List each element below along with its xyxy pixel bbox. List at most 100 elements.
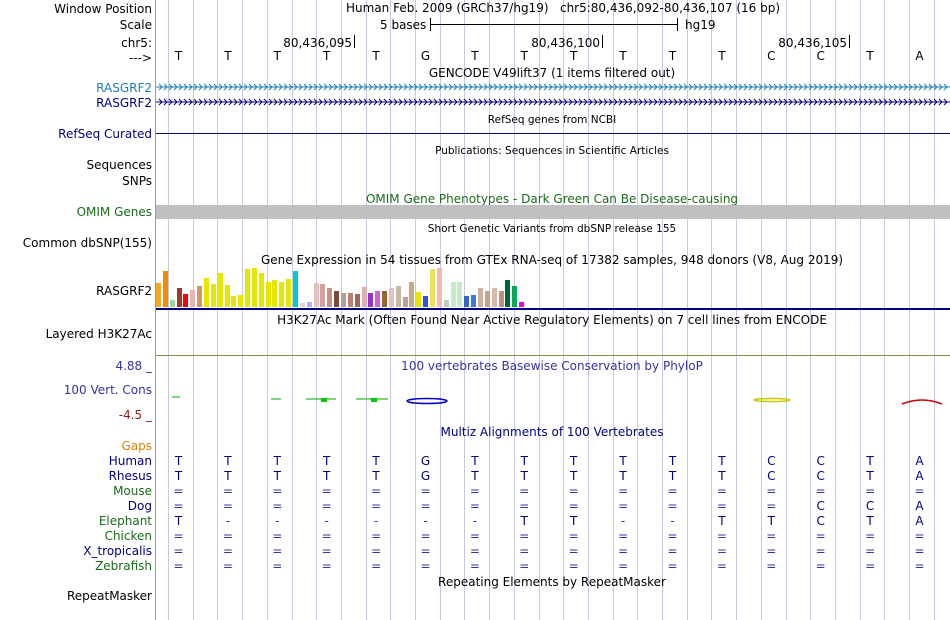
- gtex-bar[interactable]: [430, 269, 435, 307]
- phylop-mark-8: [753, 397, 791, 403]
- gtex-bar[interactable]: [361, 286, 367, 307]
- omim-label[interactable]: OMIM Genes: [76, 205, 152, 219]
- gtex-bar[interactable]: [251, 268, 257, 307]
- dbsnp-track-title[interactable]: Short Genetic Variants from dbSNP releas…: [427, 223, 677, 235]
- gtex-bar[interactable]: [190, 290, 196, 307]
- h3k27ac-track-title[interactable]: H3K27Ac Mark (Often Found Near Active Re…: [277, 313, 827, 327]
- gtex-bar[interactable]: [340, 292, 346, 307]
- phylop-signal[interactable]: [156, 392, 950, 408]
- gtex-bar[interactable]: [169, 299, 175, 307]
- gtex-bar[interactable]: [477, 288, 483, 307]
- gtex-bar[interactable]: [464, 296, 470, 307]
- gtex-bar[interactable]: [279, 281, 285, 307]
- gtex-bar[interactable]: [505, 279, 511, 307]
- gtex-bar[interactable]: [457, 281, 463, 307]
- gencode-item-2-label[interactable]: RASGRF2: [96, 96, 152, 110]
- gtex-bar[interactable]: [443, 299, 449, 307]
- multiz-species-label[interactable]: Chicken: [104, 529, 152, 543]
- gtex-bar[interactable]: [402, 297, 408, 307]
- gtex-bar[interactable]: [210, 283, 216, 307]
- grid-line: [686, 0, 688, 620]
- gtex-bar[interactable]: [224, 285, 230, 307]
- gtex-bar[interactable]: [320, 283, 326, 307]
- gtex-bar[interactable]: [382, 291, 388, 307]
- gaps-label[interactable]: Gaps: [121, 439, 152, 453]
- gtex-bar-chart[interactable]: [156, 268, 556, 307]
- gtex-bar[interactable]: [293, 270, 298, 307]
- gtex-bar[interactable]: [265, 281, 271, 307]
- multiz-base: =: [618, 529, 629, 543]
- gtex-bar[interactable]: [354, 293, 360, 307]
- gtex-bar[interactable]: [450, 281, 456, 307]
- repeatmasker-track-title[interactable]: Repeating Elements by RepeatMasker: [438, 575, 666, 589]
- multiz-species-label[interactable]: Human: [108, 454, 152, 468]
- multiz-species-label[interactable]: Elephant: [98, 514, 152, 528]
- multiz-species-label[interactable]: Rhesus: [108, 469, 152, 483]
- gtex-bar[interactable]: [519, 301, 525, 307]
- gtex-bar[interactable]: [197, 285, 203, 307]
- multiz-base: =: [815, 484, 826, 498]
- gtex-bar[interactable]: [395, 285, 401, 307]
- refseq-track-title[interactable]: RefSeq genes from NCBI: [487, 114, 617, 126]
- sequences-label[interactable]: Sequences: [86, 158, 152, 172]
- gtex-bar[interactable]: [176, 287, 182, 307]
- omim-track-title[interactable]: OMIM Gene Phenotypes - Dark Green Can Be…: [365, 192, 739, 206]
- gencode-item-1[interactable]: [156, 83, 950, 91]
- multiz-species-label[interactable]: Zebrafish: [95, 559, 152, 573]
- snps-label[interactable]: SNPs: [122, 174, 152, 188]
- gtex-label[interactable]: RASGRF2: [96, 284, 152, 298]
- gtex-bar[interactable]: [286, 278, 292, 307]
- gtex-bar[interactable]: [498, 291, 504, 307]
- gtex-bar[interactable]: [313, 282, 319, 307]
- publications-track-title[interactable]: Publications: Sequences in Scientific Ar…: [435, 145, 669, 157]
- gtex-bar[interactable]: [471, 295, 477, 307]
- gtex-bar[interactable]: [327, 287, 333, 307]
- gtex-bar[interactable]: [203, 277, 209, 307]
- gtex-bar[interactable]: [388, 287, 394, 307]
- gtex-bar[interactable]: [423, 296, 429, 307]
- gtex-bar[interactable]: [272, 279, 278, 307]
- gtex-bar[interactable]: [238, 295, 244, 307]
- gtex-bar[interactable]: [409, 282, 415, 307]
- gtex-bar[interactable]: [375, 290, 381, 307]
- multiz-track-title[interactable]: Multiz Alignments of 100 Vertebrates: [440, 425, 664, 439]
- multiz-base: =: [618, 559, 629, 573]
- gtex-bar[interactable]: [347, 293, 353, 307]
- gtex-track-title[interactable]: Gene Expression in 54 tissues from GTEx …: [260, 253, 844, 267]
- reference-base: C: [816, 49, 825, 63]
- gtex-bar[interactable]: [156, 282, 161, 307]
- gtex-bar[interactable]: [258, 272, 264, 307]
- refseq-label[interactable]: RefSeq Curated: [58, 127, 152, 141]
- gtex-bar[interactable]: [183, 293, 189, 307]
- h3k27ac-label[interactable]: Layered H3K27Ac: [45, 327, 152, 341]
- multiz-species-label[interactable]: Mouse: [113, 484, 152, 498]
- gtex-bar[interactable]: [491, 288, 497, 307]
- gtex-bar[interactable]: [484, 290, 490, 307]
- scale-bar-right-tick: [677, 18, 678, 31]
- gtex-bar[interactable]: [217, 272, 223, 307]
- omim-gene-bar[interactable]: [156, 205, 950, 219]
- gtex-bar[interactable]: [368, 293, 374, 307]
- gtex-bar[interactable]: [436, 268, 442, 307]
- gtex-bar[interactable]: [416, 292, 422, 307]
- multiz-base: =: [667, 484, 678, 498]
- gtex-bar[interactable]: [334, 290, 340, 307]
- gtex-bar[interactable]: [299, 303, 305, 307]
- dbsnp-label[interactable]: Common dbSNP(155): [22, 236, 152, 250]
- gtex-bar[interactable]: [306, 301, 312, 307]
- phylop-track-title[interactable]: 100 vertebrates Basewise Conservation by…: [401, 359, 703, 373]
- multiz-base: C: [816, 499, 825, 513]
- multiz-species-label[interactable]: Dog: [127, 499, 152, 513]
- gtex-bar[interactable]: [245, 269, 251, 307]
- gencode-item-2[interactable]: [156, 98, 950, 106]
- gencode-track-title[interactable]: GENCODE V49lift37 (1 items filtered out): [428, 66, 676, 80]
- repeatmasker-label[interactable]: RepeatMasker: [66, 589, 152, 603]
- phylop-label[interactable]: 100 Vert. Cons: [63, 383, 152, 397]
- refseq-gene-line[interactable]: [156, 133, 950, 134]
- multiz-species-label[interactable]: X_tropicalis: [83, 544, 152, 558]
- gtex-bar[interactable]: [162, 271, 168, 307]
- gtex-bar[interactable]: [231, 295, 237, 307]
- h3k27ac-signal-line[interactable]: [156, 355, 950, 356]
- gtex-bar[interactable]: [512, 285, 518, 307]
- gencode-item-1-label[interactable]: RASGRF2: [96, 81, 152, 95]
